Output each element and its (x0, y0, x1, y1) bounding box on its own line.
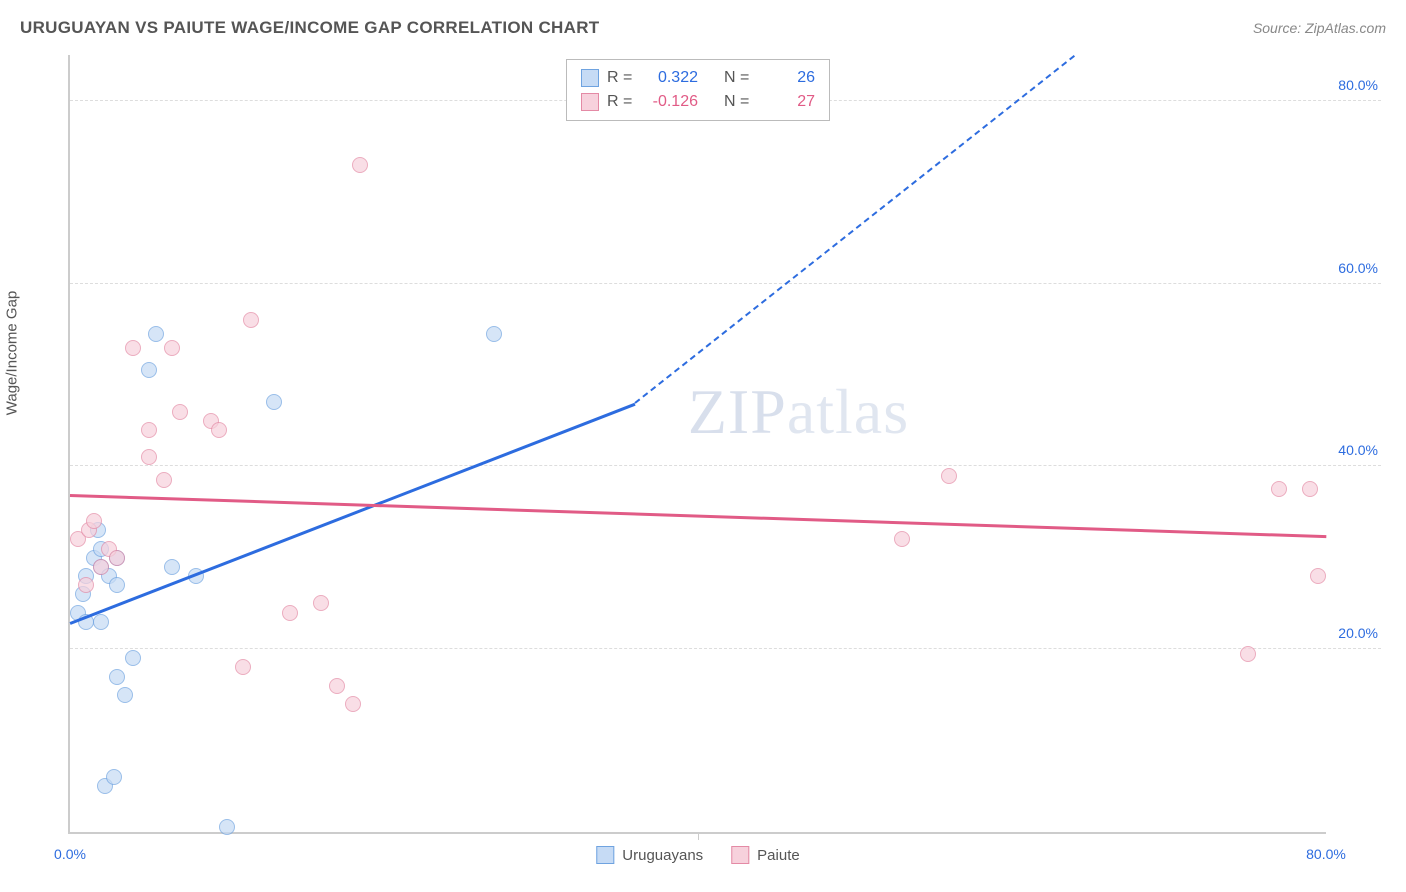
legend-r-value: 0.322 (643, 66, 698, 90)
scatter-point (211, 422, 227, 438)
scatter-point (1310, 568, 1326, 584)
scatter-point (313, 595, 329, 611)
series-legend: Uruguayans Paiute (596, 846, 799, 864)
scatter-point (106, 769, 122, 785)
scatter-point (894, 531, 910, 547)
x-tick (698, 832, 699, 840)
legend-row: R = -0.126 N = 27 (581, 90, 815, 114)
scatter-point (941, 468, 957, 484)
y-tick-label: 80.0% (1338, 77, 1378, 93)
scatter-point (1302, 481, 1318, 497)
scatter-point (164, 340, 180, 356)
scatter-point (148, 326, 164, 342)
legend-item: Uruguayans (596, 846, 703, 864)
scatter-point (93, 559, 109, 575)
scatter-point (109, 550, 125, 566)
y-tick-label: 60.0% (1338, 260, 1378, 276)
chart-container: Wage/Income Gap ZIPatlas R =0.322N =26R … (20, 55, 1386, 882)
trend-line (70, 494, 1326, 538)
scatter-point (1240, 646, 1256, 662)
legend-swatch (581, 93, 599, 111)
legend-r-label: R = (607, 66, 635, 90)
x-tick-label: 0.0% (54, 846, 86, 862)
legend-swatch (596, 846, 614, 864)
scatter-point (164, 559, 180, 575)
scatter-point (125, 340, 141, 356)
scatter-point (141, 449, 157, 465)
scatter-point (109, 669, 125, 685)
scatter-point (282, 605, 298, 621)
chart-title: URUGUAYAN VS PAIUTE WAGE/INCOME GAP CORR… (20, 18, 599, 38)
scatter-point (117, 687, 133, 703)
source-label: Source: ZipAtlas.com (1253, 20, 1386, 36)
scatter-point (266, 394, 282, 410)
scatter-point (93, 614, 109, 630)
scatter-point (156, 472, 172, 488)
legend-row: R = 0.322 N = 26 (581, 66, 815, 90)
scatter-point (329, 678, 345, 694)
legend-r-label: R = (607, 90, 635, 114)
legend-swatch (731, 846, 749, 864)
gridline (70, 648, 1381, 649)
scatter-point (172, 404, 188, 420)
legend-n-label: N = (724, 90, 752, 114)
scatter-point (141, 362, 157, 378)
scatter-point (86, 513, 102, 529)
scatter-point (243, 312, 259, 328)
legend-n-value: 27 (760, 90, 815, 114)
scatter-point (219, 819, 235, 835)
y-axis-label: Wage/Income Gap (4, 290, 21, 415)
scatter-plot: ZIPatlas R =0.322N =26R =-0.126N =27 Uru… (68, 55, 1326, 834)
x-tick-label: 80.0% (1306, 846, 1346, 862)
scatter-point (109, 577, 125, 593)
scatter-point (141, 422, 157, 438)
watermark: ZIPatlas (688, 375, 909, 449)
legend-label: Paiute (757, 847, 800, 864)
legend-label: Uruguayans (622, 847, 703, 864)
legend-n-value: 26 (760, 66, 815, 90)
scatter-point (352, 157, 368, 173)
correlation-legend: R = 0.322 N = 26 R = -0.126 N = 27 (566, 59, 830, 121)
scatter-point (78, 577, 94, 593)
y-tick-label: 20.0% (1338, 625, 1378, 641)
scatter-point (1271, 481, 1287, 497)
gridline (70, 465, 1381, 466)
scatter-point (235, 659, 251, 675)
scatter-point (125, 650, 141, 666)
scatter-point (345, 696, 361, 712)
legend-swatch (581, 69, 599, 87)
legend-item: Paiute (731, 846, 800, 864)
y-tick-label: 40.0% (1338, 442, 1378, 458)
gridline (70, 283, 1381, 284)
legend-r-value: -0.126 (643, 90, 698, 114)
scatter-point (486, 326, 502, 342)
trend-line (70, 402, 636, 624)
legend-n-label: N = (724, 66, 752, 90)
